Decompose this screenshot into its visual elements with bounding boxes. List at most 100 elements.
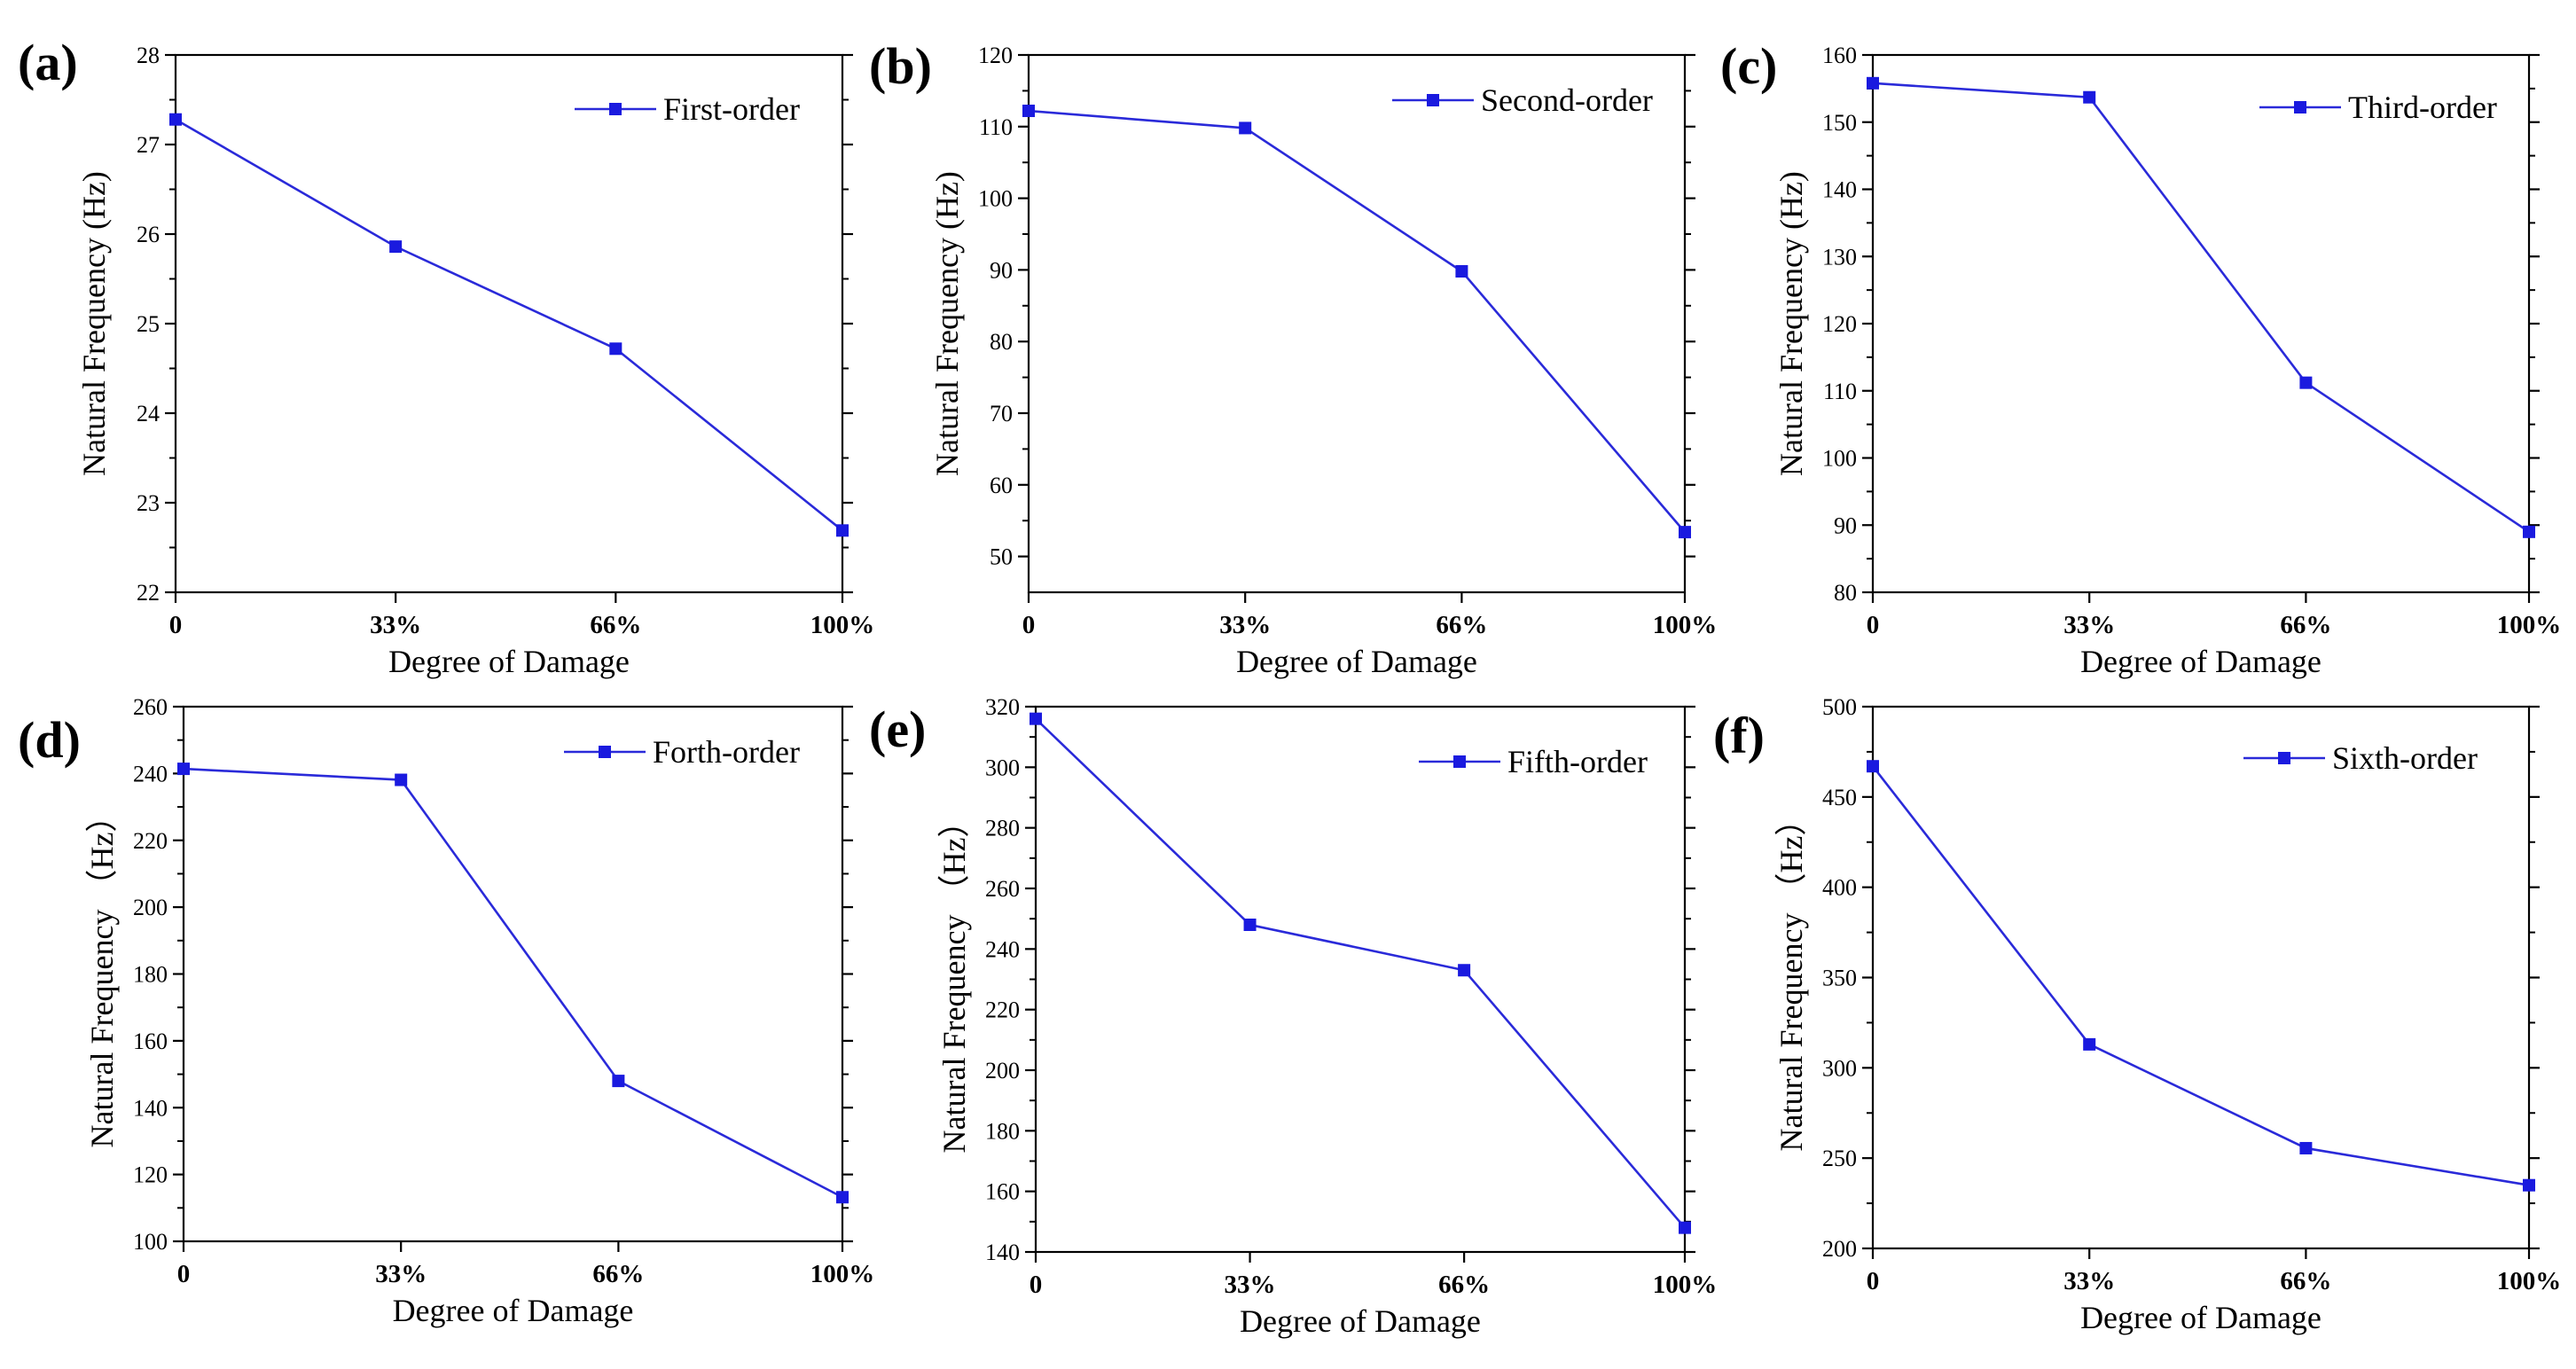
data-point: [2523, 525, 2535, 538]
y-tick-label: 300: [1822, 1055, 1857, 1081]
data-point: [609, 342, 622, 356]
data-point: [1679, 1221, 1691, 1234]
legend-label: Fifth-order: [1507, 744, 1648, 779]
y-tick-label: 180: [985, 1118, 1020, 1144]
legend-label: Sixth-order: [2332, 740, 2478, 776]
y-tick-label: 350: [1822, 966, 1857, 991]
x-tick-label: 33%: [2063, 611, 2115, 639]
y-tick-label: 220: [985, 997, 1020, 1023]
y-tick-label: 320: [985, 694, 1020, 720]
y-tick-label: 120: [1822, 311, 1857, 337]
y-tick-label: 200: [1822, 1236, 1857, 1262]
data-point: [2299, 376, 2313, 389]
series-line: [1028, 109, 1686, 533]
series-line: [1035, 717, 1686, 1229]
x-tick-label: 0: [177, 1260, 191, 1288]
panel-label: (b): [869, 37, 932, 95]
chart-panel-d: (d) 100 120 140 160 180 200 220 240 260 0 33% 66% 100…: [18, 694, 874, 1328]
data-point: [612, 1075, 625, 1088]
y-tick-label: 280: [985, 816, 1020, 841]
data-point: [1239, 121, 1252, 135]
x-tick-label: 0: [1022, 611, 1036, 639]
data-point: [2083, 90, 2096, 104]
panel-label: (e): [869, 700, 926, 758]
x-tick-label: 66%: [592, 1260, 644, 1288]
y-tick-label: 70: [990, 401, 1013, 426]
x-axis-title: Degree of Damage: [2080, 1300, 2322, 1335]
y-tick-label: 150: [1822, 110, 1857, 136]
legend-label: Second-order: [1481, 82, 1653, 118]
y-axis-title: Natural Frequency (Hz): [1773, 171, 1809, 476]
panel-label: (c): [1720, 37, 1777, 95]
x-tick-label: 66%: [590, 611, 641, 639]
y-tick-label: 450: [1822, 785, 1857, 810]
y-tick-label: 200: [133, 895, 168, 920]
y-tick-label: 100: [1822, 446, 1857, 472]
x-tick-label: 100%: [1653, 611, 1718, 639]
data-point: [1022, 105, 1035, 118]
series-line: [1871, 765, 2530, 1186]
data-point: [1243, 919, 1257, 931]
data-point: [1867, 76, 1879, 90]
y-tick-label: 140: [985, 1240, 1020, 1265]
chart-panel-f: (f) 200 250 300 350 400 450 500 0 33% 66% 100% Degre…: [1713, 694, 2561, 1335]
x-axis-title: Degree of Damage: [2080, 644, 2322, 679]
x-tick-label: 66%: [1438, 1271, 1490, 1299]
plot-frame: [1027, 53, 1687, 594]
panel-label: (d): [18, 711, 81, 769]
legend-label: Forth-order: [653, 734, 800, 770]
y-tick-label: 25: [137, 311, 160, 337]
data-point: [1455, 265, 1468, 278]
data-point: [169, 113, 182, 126]
y-axis-title: Natural Frequency （Hz）: [936, 806, 972, 1154]
legend-marker: [609, 103, 622, 115]
y-tick-label: 160: [1822, 43, 1857, 68]
y-tick-label: 260: [985, 876, 1020, 902]
y-tick-label: 140: [1822, 177, 1857, 203]
y-tick-label: 80: [990, 329, 1013, 355]
series-line: [175, 118, 843, 532]
y-tick-label: 400: [1822, 875, 1857, 901]
x-tick-label: 66%: [2280, 611, 2331, 639]
x-tick-label: 33%: [1219, 611, 1271, 639]
data-point: [1867, 760, 1879, 773]
y-tick-label: 27: [137, 132, 160, 158]
plot-frame: [1871, 705, 2531, 1250]
y-tick-label: 26: [137, 222, 160, 247]
data-point: [2523, 1178, 2535, 1192]
y-tick-label: 240: [133, 761, 168, 786]
x-tick-label: 0: [1867, 1267, 1880, 1295]
x-tick-label: 66%: [1436, 611, 1487, 639]
x-axis-title: Degree of Damage: [1236, 644, 1477, 679]
plot-frame: [1034, 705, 1687, 1254]
y-tick-label: 120: [133, 1162, 168, 1188]
x-tick-label: 33%: [1225, 1271, 1276, 1299]
y-tick-label: 22: [137, 580, 160, 606]
y-tick-label: 60: [990, 473, 1013, 498]
x-tick-label: 0: [169, 611, 183, 639]
y-tick-label: 100: [978, 186, 1013, 212]
data-point: [836, 524, 849, 537]
chart-panel-a: (a) 22 23 24 25 26 27 28 0 33% 66% 100% Degree of Da…: [18, 34, 874, 679]
x-axis-title: Degree of Damage: [1240, 1303, 1481, 1339]
y-tick-label: 250: [1822, 1146, 1857, 1171]
x-tick-label: 66%: [2280, 1267, 2331, 1295]
x-tick-label: 100%: [1653, 1271, 1718, 1299]
y-tick-label: 500: [1822, 694, 1857, 720]
y-axis-title: Natural Frequency (Hz): [76, 171, 112, 476]
chart-panel-b: (b) 50 60 70 80 90 100 110 120 0 33% 66% 100% Degree …: [869, 37, 1717, 679]
data-point: [2299, 1141, 2313, 1154]
series-line: [1872, 82, 2530, 533]
y-tick-label: 110: [1823, 379, 1857, 404]
x-tick-label: 33%: [2063, 1267, 2115, 1295]
legend-marker: [1427, 94, 1439, 106]
legend-marker: [599, 746, 611, 758]
data-point: [1458, 964, 1471, 977]
y-tick-label: 90: [990, 257, 1013, 283]
x-tick-label: 100%: [810, 611, 875, 639]
y-tick-label: 300: [985, 755, 1020, 780]
x-tick-label: 100%: [810, 1260, 875, 1288]
x-tick-label: 100%: [2497, 1267, 2562, 1295]
y-tick-label: 50: [990, 544, 1013, 570]
